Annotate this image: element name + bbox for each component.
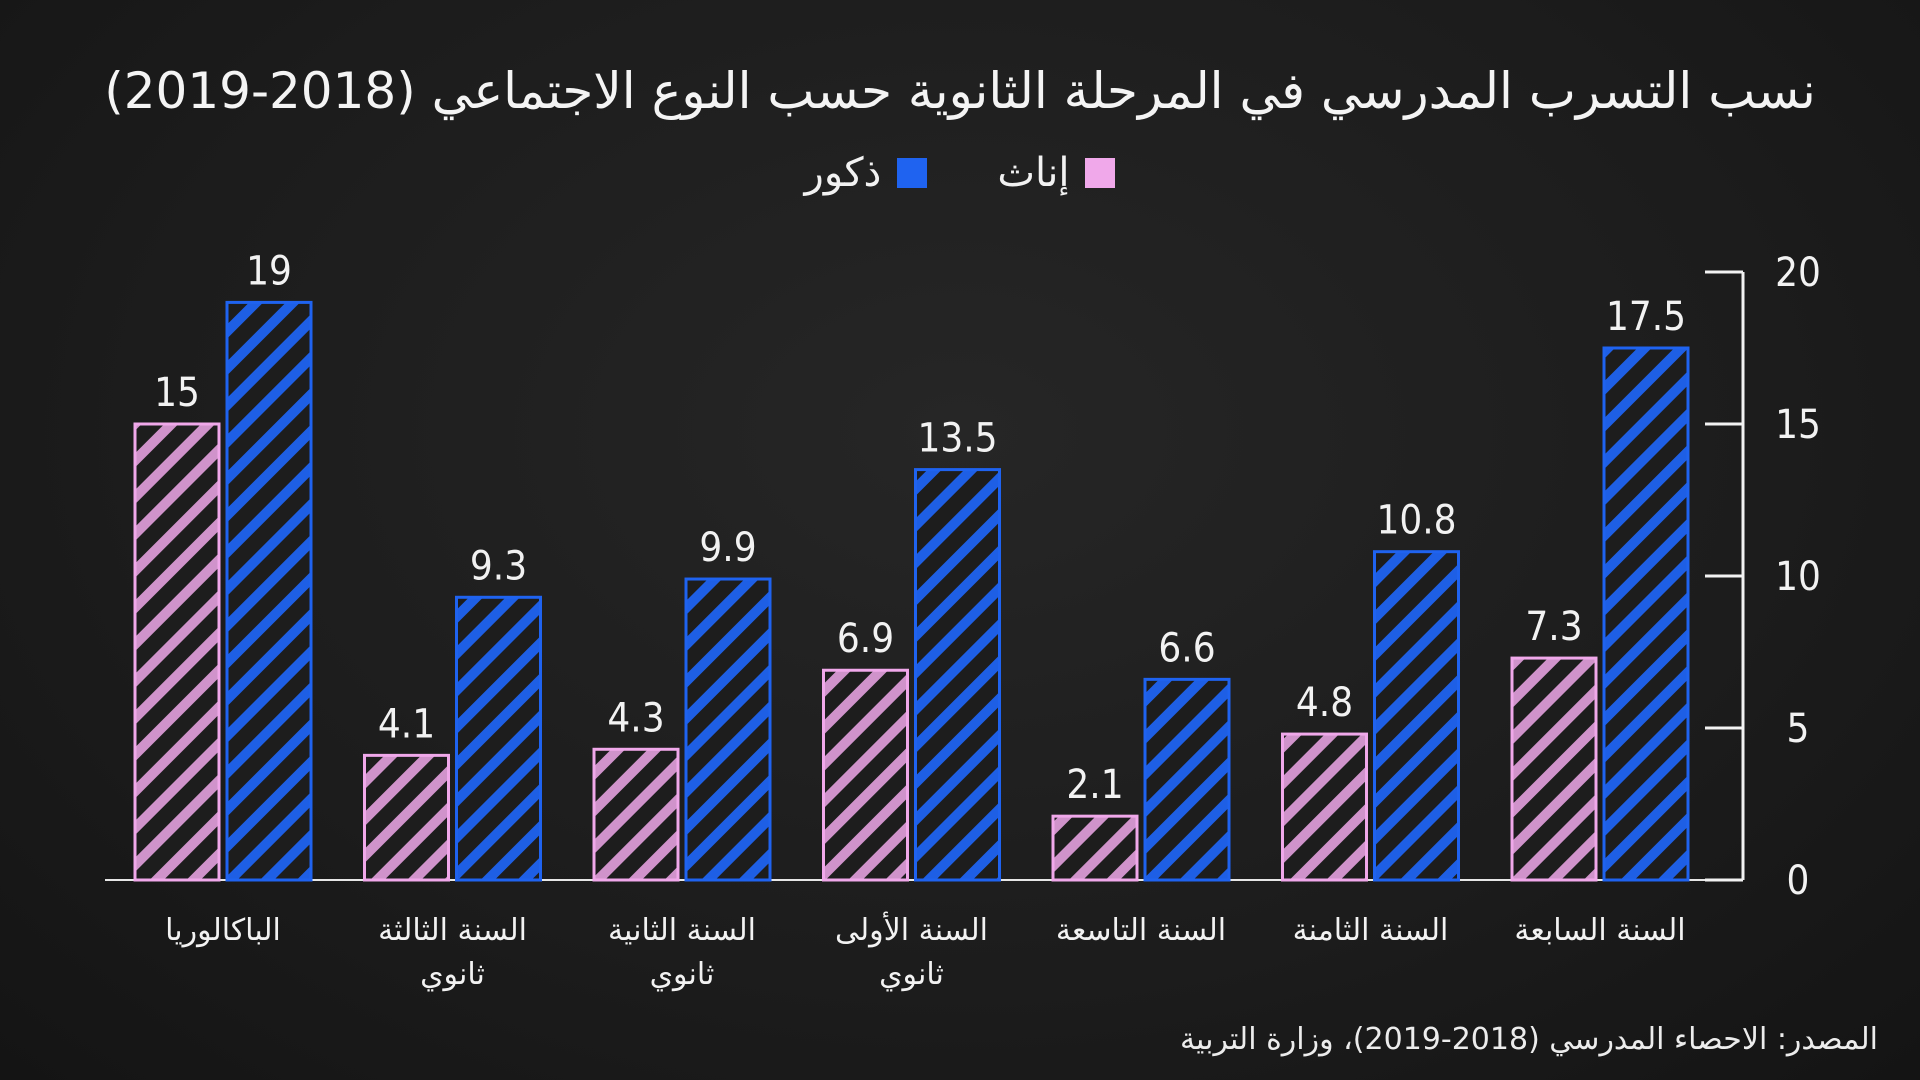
labels: 0 5 10 15 20 7.3 17.5 السنة السابعة 4.8 10.8 السنة…	[154, 248, 1821, 992]
category-label: السنة الثامنة	[1293, 913, 1449, 948]
category-label: ثانوي	[879, 957, 944, 992]
data-label: 9.9	[699, 525, 756, 571]
legend: إناث ذكور	[0, 150, 1920, 196]
legend-label-male: ذكور	[804, 150, 882, 196]
category-label: ثانوي	[420, 957, 485, 992]
bar-male	[1143, 677, 1231, 882]
source-note: المصدر: الاحصاء المدرسي (2018-2019)، وزا…	[1179, 1022, 1878, 1057]
category-label: السنة الأولى	[835, 910, 988, 948]
data-label: 2.1	[1066, 762, 1123, 808]
data-label: 4.3	[607, 695, 664, 741]
bar-male	[914, 468, 1001, 882]
bar-female	[592, 747, 680, 882]
data-label: 17.5	[1606, 294, 1686, 340]
legend-item-male: ذكور	[805, 150, 928, 196]
bar-male	[455, 595, 542, 882]
bar-female	[1051, 814, 1139, 882]
bar-male	[1602, 346, 1690, 882]
legend-swatch-female	[1085, 158, 1116, 188]
data-label: 6.9	[837, 616, 894, 662]
bar-male	[225, 300, 313, 882]
bar-female	[822, 668, 909, 882]
data-label: 7.3	[1525, 604, 1582, 650]
bar-female	[133, 422, 221, 882]
data-label: 6.6	[1158, 625, 1215, 671]
bar-male	[684, 577, 772, 882]
data-label: 4.1	[378, 701, 435, 747]
category-label: السنة السابعة	[1514, 913, 1685, 948]
bar-male	[1373, 550, 1460, 882]
bar-female	[1281, 732, 1368, 882]
y-tick-label: 5	[1787, 706, 1810, 752]
data-label: 13.5	[917, 416, 997, 462]
y-tick-label: 0	[1787, 858, 1810, 904]
y-tick-label: 20	[1775, 250, 1821, 296]
data-label: 9.3	[470, 543, 527, 589]
y-tick-label: 10	[1775, 554, 1821, 600]
bar-female	[1510, 656, 1598, 882]
category-label: الباكالوريا	[165, 913, 281, 948]
category-label: ثانوي	[650, 957, 715, 992]
legend-item-female: إناث	[997, 150, 1116, 196]
category-label: السنة الثانية	[608, 913, 756, 948]
category-label: السنة التاسعة	[1056, 913, 1226, 948]
bars	[133, 300, 1690, 882]
data-label: 4.8	[1296, 680, 1353, 726]
data-label: 15	[154, 370, 200, 416]
data-label: 10.8	[1376, 498, 1456, 544]
y-tick-label: 15	[1775, 402, 1821, 448]
data-label: 19	[246, 248, 292, 294]
bar-female	[363, 753, 450, 882]
chart-title: نسب التسرب المدرسي في المرحلة الثانوية ح…	[104, 62, 1816, 120]
legend-swatch-male	[897, 158, 928, 188]
category-label: السنة الثالثة	[378, 913, 527, 948]
legend-label-female: إناث	[997, 150, 1070, 196]
